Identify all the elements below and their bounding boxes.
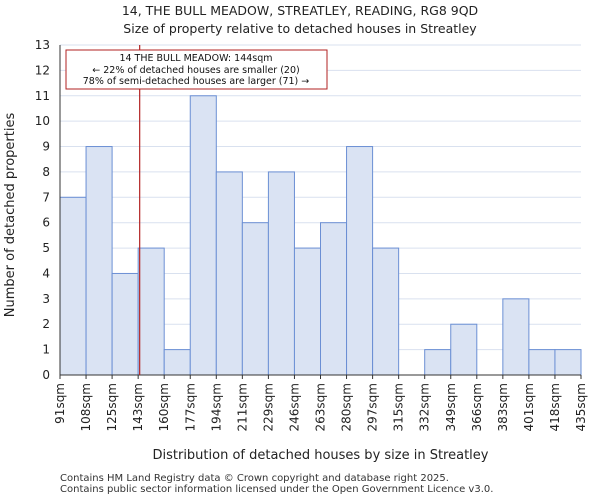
x-tick-label-229sqm: 229sqm xyxy=(261,383,275,431)
bar-401sqm xyxy=(528,349,556,376)
x-tick-label-418sqm: 418sqm xyxy=(548,383,562,431)
y-tick-label: 7 xyxy=(42,190,50,204)
bar-246sqm xyxy=(293,247,322,376)
x-tick-label-297sqm: 297sqm xyxy=(366,383,380,431)
y-tick-label: 11 xyxy=(35,89,50,103)
x-tick-label-401sqm: 401sqm xyxy=(522,383,536,431)
x-axis-label: Distribution of detached houses by size … xyxy=(152,448,488,463)
x-tick-label-246sqm: 246sqm xyxy=(287,383,301,431)
x-tick-label-160sqm: 160sqm xyxy=(157,383,171,431)
x-tick-label-383sqm: 383sqm xyxy=(496,383,510,431)
bar-177sqm xyxy=(189,95,217,376)
y-tick-label: 3 xyxy=(42,292,50,306)
bar-194sqm xyxy=(215,171,243,376)
bar-160sqm xyxy=(163,349,191,376)
y-tick-label: 4 xyxy=(42,266,50,280)
x-tick-label-349sqm: 349sqm xyxy=(444,383,458,431)
annotation-line-2: ← 22% of detached houses are smaller (20… xyxy=(92,65,299,76)
footer-copyright: Contains HM Land Registry data © Crown c… xyxy=(60,473,449,484)
x-tick-label-263sqm: 263sqm xyxy=(314,383,328,431)
x-tick-label-366sqm: 366sqm xyxy=(470,383,484,431)
bar-108sqm xyxy=(85,146,113,376)
y-axis-label: Number of detached properties xyxy=(3,113,18,318)
footer-licence: Contains public sector information licen… xyxy=(60,484,494,495)
y-tick-label: 13 xyxy=(35,38,50,52)
bar-349sqm xyxy=(450,323,478,376)
y-tick-label: 12 xyxy=(35,63,50,77)
chart-title: 14, THE BULL MEADOW, STREATLEY, READING,… xyxy=(121,3,479,18)
bar-125sqm xyxy=(111,272,139,376)
annotation-line-3: 78% of semi-detached houses are larger (… xyxy=(83,76,310,87)
annotation-box xyxy=(65,49,328,90)
x-tick-label-177sqm: 177sqm xyxy=(183,383,197,431)
x-tick-label-315sqm: 315sqm xyxy=(392,383,406,431)
y-tick-label: 6 xyxy=(42,216,50,230)
y-tick-label: 10 xyxy=(35,114,50,128)
bar-91sqm xyxy=(59,196,87,376)
x-tick-label-143sqm: 143sqm xyxy=(131,383,145,431)
bar-229sqm xyxy=(267,171,295,376)
bar-211sqm xyxy=(241,222,269,376)
x-tick-label-332sqm: 332sqm xyxy=(418,383,432,431)
x-tick-label-280sqm: 280sqm xyxy=(340,383,354,431)
x-tick-label-108sqm: 108sqm xyxy=(79,383,93,431)
x-tick-label-194sqm: 194sqm xyxy=(209,383,223,431)
bar-263sqm xyxy=(320,222,348,376)
bar-297sqm xyxy=(372,247,400,376)
x-tick-label-91sqm: 91sqm xyxy=(53,383,67,424)
y-tick-label: 9 xyxy=(42,140,50,154)
y-tick-label: 8 xyxy=(42,165,50,179)
bar-332sqm xyxy=(424,349,452,376)
x-tick-label-211sqm: 211sqm xyxy=(235,383,249,431)
x-tick-label-125sqm: 125sqm xyxy=(105,383,119,431)
bar-143sqm xyxy=(137,247,165,376)
y-tick-label: 1 xyxy=(42,343,50,357)
chart-subtitle: Size of property relative to detached ho… xyxy=(123,21,477,36)
x-tick-label-435sqm: 435sqm xyxy=(574,383,588,431)
y-tick-label: 0 xyxy=(42,368,50,382)
y-tick-label: 5 xyxy=(42,241,50,255)
bar-418sqm xyxy=(554,349,582,376)
bar-280sqm xyxy=(346,146,374,376)
annotation-line-1: 14 THE BULL MEADOW: 144sqm xyxy=(119,53,272,64)
y-tick-label: 2 xyxy=(42,317,50,331)
bar-383sqm xyxy=(502,298,530,376)
